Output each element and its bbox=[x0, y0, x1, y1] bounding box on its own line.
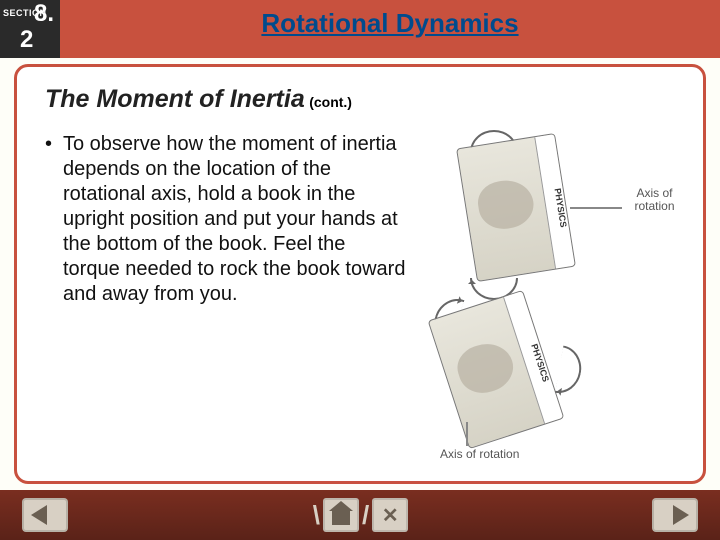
next-button[interactable] bbox=[652, 498, 698, 532]
prev-button[interactable] bbox=[22, 498, 68, 532]
separator-icon: / bbox=[361, 500, 370, 531]
axis-line bbox=[570, 207, 622, 209]
bullet-marker: • bbox=[45, 132, 63, 307]
close-button[interactable]: ✕ bbox=[372, 498, 408, 532]
axis-label-top: Axis of rotation bbox=[626, 187, 683, 213]
book-upright: PHYSICS bbox=[456, 133, 576, 282]
book-cover-art bbox=[452, 337, 519, 400]
slide-title: The Moment of Inertia bbox=[45, 85, 305, 113]
book-spine: PHYSICS bbox=[534, 134, 575, 268]
book-spine: PHYSICS bbox=[503, 291, 563, 424]
section-number-minor: 2 bbox=[20, 26, 33, 54]
axis-label-bottom: Axis of rotation bbox=[440, 448, 519, 461]
book-tilted: PHYSICS bbox=[428, 290, 565, 449]
home-icon bbox=[332, 511, 350, 525]
bullet-item: • To observe how the moment of inertia d… bbox=[45, 132, 406, 307]
axis-line bbox=[466, 422, 468, 446]
bullet-text: To observe how the moment of inertia dep… bbox=[63, 132, 406, 307]
body-text: • To observe how the moment of inertia d… bbox=[45, 132, 406, 442]
footer-center-controls: \ / ✕ bbox=[312, 498, 408, 532]
nav-footer: \ / ✕ bbox=[0, 490, 720, 540]
section-indicator: SECTION 8. 2 bbox=[0, 0, 60, 58]
section-number-major: 8. bbox=[34, 0, 54, 28]
figure-diagram: PHYSICS Axis of rotation PHYSICS Axis of… bbox=[418, 132, 683, 442]
home-button[interactable] bbox=[323, 498, 359, 532]
slide-title-suffix: (cont.) bbox=[309, 94, 352, 110]
rotation-arrow-icon bbox=[555, 345, 585, 396]
body-row: • To observe how the moment of inertia d… bbox=[45, 132, 683, 442]
slide-title-row: The Moment of Inertia (cont.) bbox=[45, 85, 683, 114]
slide-header: SECTION 8. 2 Rotational Dynamics bbox=[0, 0, 720, 58]
book-cover-art bbox=[475, 177, 537, 233]
chapter-title[interactable]: Rotational Dynamics bbox=[60, 0, 720, 58]
close-icon: ✕ bbox=[382, 503, 399, 528]
separator-icon: \ bbox=[312, 500, 321, 531]
content-frame: The Moment of Inertia (cont.) • To obser… bbox=[14, 64, 706, 484]
